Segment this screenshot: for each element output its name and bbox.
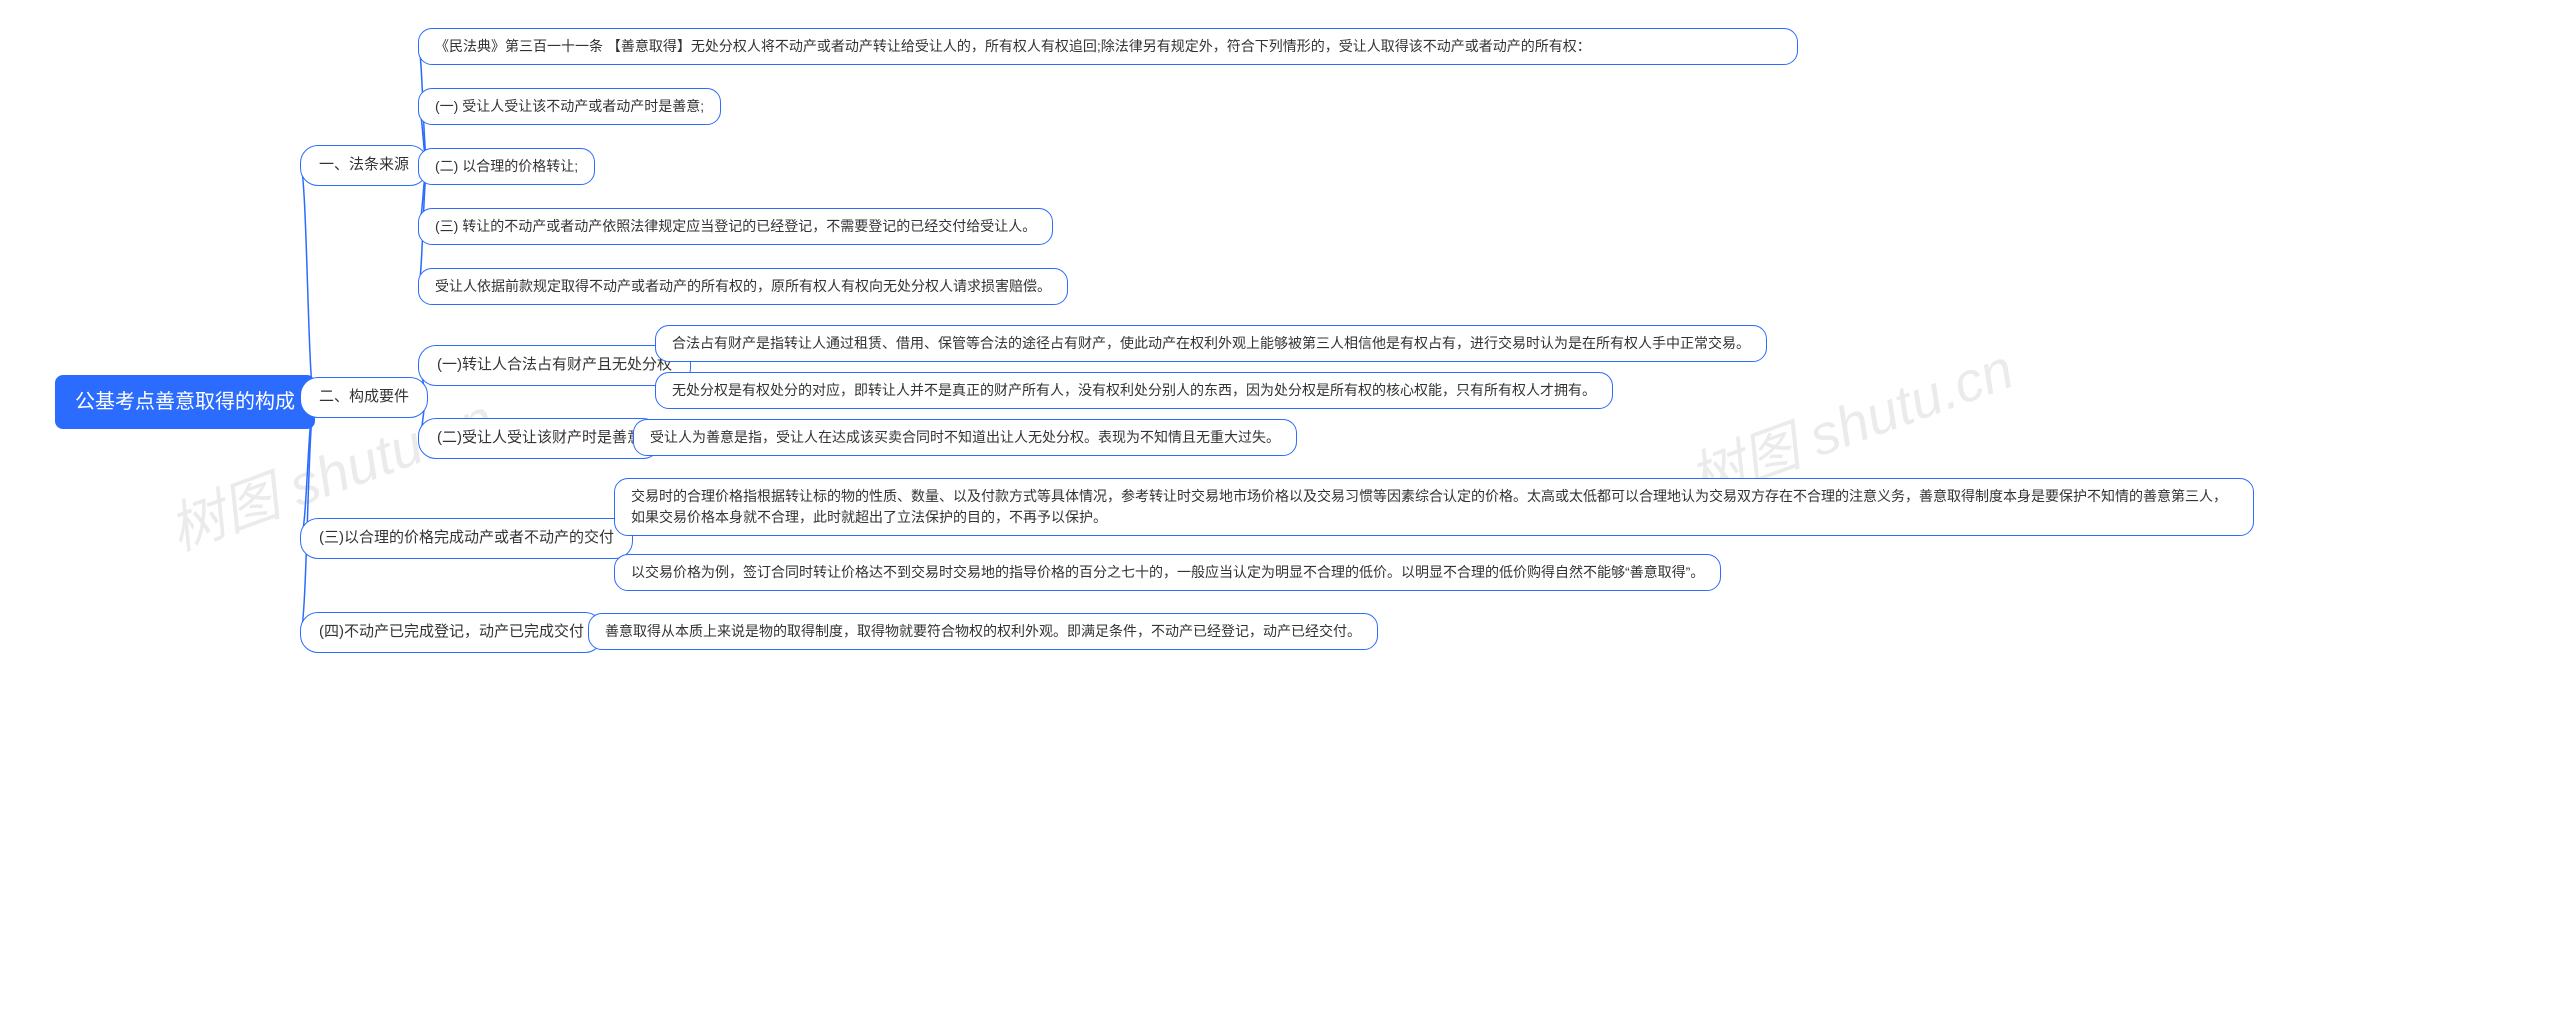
- leaf-node: 受让人依据前款规定取得不动产或者动产的所有权的，原所有权人有权向无处分权人请求损…: [418, 268, 1068, 305]
- leaf-node: (三) 转让的不动产或者动产依照法律规定应当登记的已经登记，不需要登记的已经交付…: [418, 208, 1053, 245]
- branch-node: (四)不动产已完成登记，动产已完成交付: [300, 612, 603, 653]
- root-node: 公基考点善意取得的构成: [55, 375, 315, 429]
- leaf-node: 合法占有财产是指转让人通过租赁、借用、保管等合法的途径占有财产，使此动产在权利外…: [655, 325, 1767, 362]
- leaf-node: 善意取得从本质上来说是物的取得制度，取得物就要符合物权的权利外观。即满足条件，不…: [588, 613, 1378, 650]
- sub-branch-node: (二)受让人受让该财产时是善意: [418, 418, 661, 459]
- sub-branch-node: (一)转让人合法占有财产且无处分权: [418, 345, 691, 386]
- leaf-node: 交易时的合理价格指根据转让标的物的性质、数量、以及付款方式等具体情况，参考转让时…: [614, 478, 2254, 536]
- leaf-node: 以交易价格为例，签订合同时转让价格达不到交易时交易地的指导价格的百分之七十的，一…: [614, 554, 1721, 591]
- leaf-node: 《民法典》第三百一十一条 【善意取得】无处分权人将不动产或者动产转让给受让人的，…: [418, 28, 1798, 65]
- leaf-node: (二) 以合理的价格转让;: [418, 148, 595, 185]
- leaf-node: (一) 受让人受让该不动产或者动产时是善意;: [418, 88, 721, 125]
- branch-node: 二、构成要件: [300, 377, 428, 418]
- leaf-node: 无处分权是有权处分的对应，即转让人并不是真正的财产所有人，没有权利处分别人的东西…: [655, 372, 1613, 409]
- branch-node: 一、法条来源: [300, 145, 428, 186]
- leaf-node: 受让人为善意是指，受让人在达成该买卖合同时不知道出让人无处分权。表现为不知情且无…: [633, 419, 1297, 456]
- branch-node: (三)以合理的价格完成动产或者不动产的交付: [300, 518, 633, 559]
